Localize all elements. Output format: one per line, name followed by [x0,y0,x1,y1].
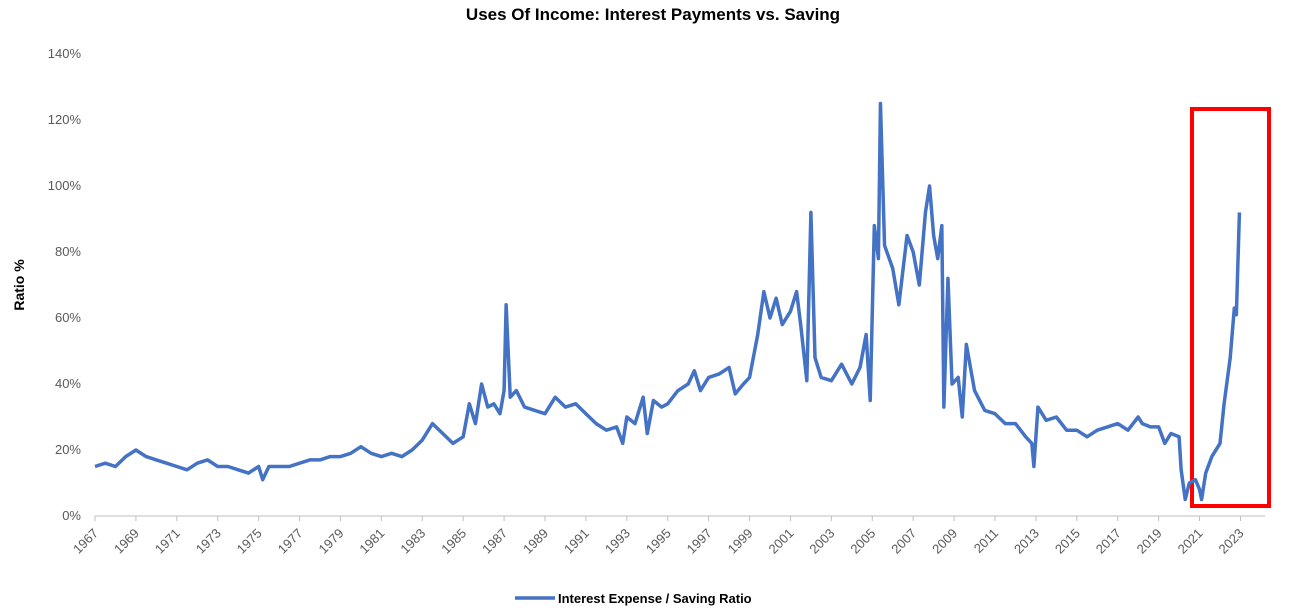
x-tick-label: 1997 [684,526,715,557]
x-tick-label: 1983 [397,526,428,557]
y-axis-label: Ratio % [11,259,27,311]
x-tick-label: 2009 [929,526,960,557]
x-tick-label: 1975 [234,526,265,557]
y-tick-label: 100% [48,178,82,193]
x-tick-label: 1971 [152,526,183,557]
y-tick-label: 120% [48,112,82,127]
x-tick-label: 1969 [111,526,142,557]
y-tick-label: 40% [55,376,81,391]
x-tick-label: 2007 [888,526,919,557]
x-tick-label: 1993 [602,526,633,557]
line-series [94,101,1242,502]
y-tick-label: 60% [55,310,81,325]
y-tick-label: 0% [62,508,81,523]
x-tick-label: 2017 [1093,526,1124,557]
x-tick-label: 1981 [356,526,387,557]
x-tick-label: 1991 [561,526,592,557]
x-tick-label: 1985 [438,526,469,557]
legend-label: Interest Expense / Saving Ratio [558,591,752,606]
x-tick-label: 1967 [70,526,101,557]
highlight-box [1190,107,1271,508]
x-tick-label: 2005 [847,526,878,557]
y-tick-label: 140% [48,46,82,61]
x-tick-label: 1979 [316,526,347,557]
chart-title: Uses Of Income: Interest Payments vs. Sa… [466,5,840,24]
x-tick-label: 1987 [479,526,510,557]
x-tick-label: 2019 [1134,526,1165,557]
x-tick-label: 1977 [275,526,306,557]
x-tick-label: 1973 [193,526,224,557]
x-tick-label: 1999 [725,526,756,557]
y-tick-label: 80% [55,244,81,259]
x-tick-label: 2021 [1175,526,1206,557]
x-tick-label: 2023 [1216,526,1247,557]
x-tick-label: 2013 [1011,526,1042,557]
y-tick-label: 20% [55,442,81,457]
x-tick-label: 1995 [643,526,674,557]
x-tick-label: 2003 [806,526,837,557]
x-tick-label: 1989 [520,526,551,557]
x-tick-label: 2015 [1052,526,1083,557]
x-tick-label: 2001 [766,526,797,557]
x-tick-label: 2011 [971,526,1001,556]
